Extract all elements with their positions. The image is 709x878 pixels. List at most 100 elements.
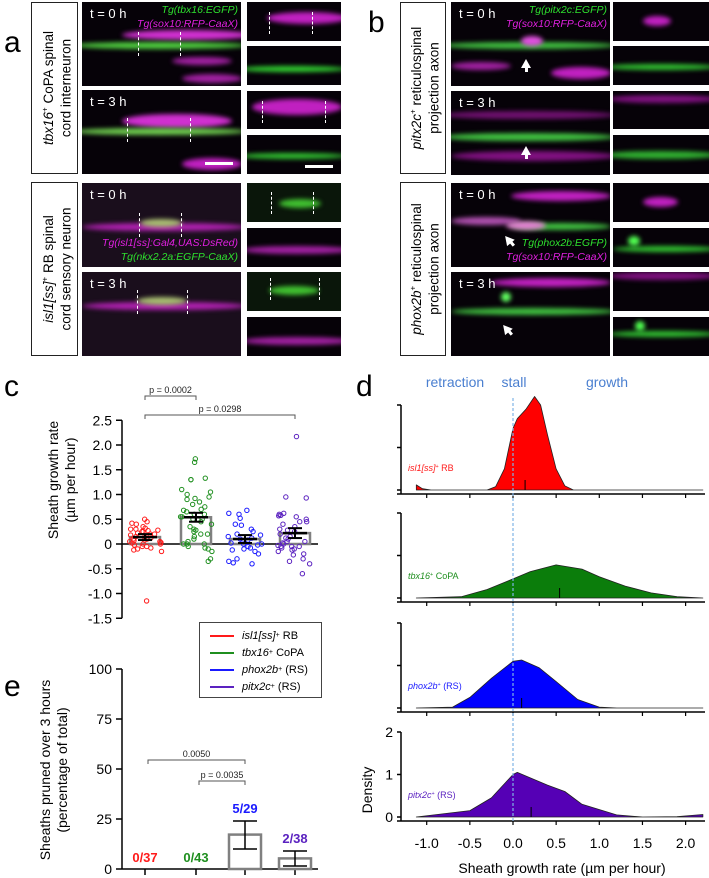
image-pitx2c-t0-merge: t = 0 h Tg(pitx2c:EGFP) Tg(sox10:RFP-Caa… — [451, 2, 610, 86]
data-point — [232, 521, 239, 527]
legend-item: pitx2c + (RS) — [200, 678, 321, 695]
y-axis-title-line: (µm per hour) — [62, 437, 78, 522]
legend-swatch — [210, 685, 234, 688]
x-tick-label: -0.5 — [458, 835, 482, 851]
image-phox2b-t3-magenta — [613, 272, 709, 311]
transgene-label-green: Tg(phox2b:EGFP) — [521, 237, 607, 249]
chart-e: 0 25 50 75 100 Sheaths pruned over 3 hours(pe… — [37, 661, 318, 877]
density-subplot: 0 1 2 pitx2c+ (RS) — [385, 724, 705, 825]
data-point — [250, 528, 256, 535]
data-point — [226, 510, 232, 517]
transgene-label-magenta: Tg(isl1[ss]:Gal4,UAS:DsRed) — [102, 237, 238, 249]
image-isl1-t0-magenta — [247, 228, 341, 267]
panel-label-e: e — [4, 670, 21, 703]
fraction-label: 0/37 — [132, 850, 157, 865]
data-point — [254, 542, 261, 548]
data-point — [277, 526, 283, 532]
gene-sup: + — [278, 666, 283, 673]
data-point — [127, 532, 134, 538]
gene-name: tbx16 — [242, 646, 269, 659]
data-point — [155, 527, 161, 533]
panel-label-d: d — [356, 370, 373, 403]
image-isl1-t3-green — [247, 272, 341, 311]
significance-bracket — [144, 414, 296, 419]
data-point — [247, 545, 254, 551]
data-point — [234, 556, 240, 562]
legend-text: (RS) — [274, 680, 301, 693]
image-pitx2c-t3-magenta — [613, 91, 709, 129]
data-point — [183, 509, 190, 515]
gene-sup: + — [438, 682, 441, 688]
data-point — [237, 515, 243, 521]
data-point — [144, 519, 150, 525]
arrow-icon — [521, 146, 531, 159]
data-point — [191, 533, 198, 540]
y-tick-label: 0 — [104, 861, 112, 877]
x-tick-label: 1.0 — [590, 835, 610, 851]
data-point — [208, 521, 215, 527]
region-header: stall — [502, 374, 527, 390]
data-point — [302, 538, 308, 545]
time-label: t = 0 h — [90, 187, 127, 202]
gene-name: pitx2c — [242, 680, 271, 693]
data-point — [133, 521, 139, 527]
time-label: t = 0 h — [459, 187, 496, 202]
data-point — [225, 533, 231, 540]
data-point — [275, 548, 281, 555]
data-point — [306, 561, 313, 567]
density-area — [415, 659, 704, 709]
label-rest: CoPA — [433, 571, 458, 581]
gene-name: phox2b — [407, 681, 438, 691]
fraction-label: 0/43 — [183, 850, 208, 865]
legend-swatch — [210, 651, 234, 654]
density-subplot: tbx16+ CoPA — [397, 512, 705, 606]
data-point — [284, 538, 290, 545]
data-point — [280, 521, 286, 527]
data-point — [202, 545, 208, 551]
data-point — [148, 545, 154, 551]
data-point — [226, 558, 232, 565]
data-point — [184, 496, 190, 503]
chart-c: 2.5 2.0 1.5 1.0 0.5 0 -0.5 -1.0 -1.5 Sheath growt… — [45, 385, 318, 626]
time-label: t = 0 h — [90, 6, 127, 21]
data-point — [192, 456, 199, 462]
fraction-label: 2/38 — [282, 831, 307, 846]
image-pitx2c-t0-green — [613, 46, 709, 85]
data-point — [129, 520, 135, 526]
data-point — [283, 494, 289, 500]
data-point — [255, 551, 262, 557]
data-point — [205, 558, 211, 565]
gene-name: phox2b — [242, 663, 279, 676]
data-point — [184, 491, 190, 498]
image-pitx2c-t3-green — [613, 135, 709, 174]
data-point — [180, 541, 187, 547]
image-isl1-t0-green — [247, 183, 341, 222]
data-point — [230, 560, 236, 566]
data-point — [303, 516, 309, 522]
time-label: t = 0 h — [459, 6, 496, 21]
data-point — [297, 519, 303, 525]
image-tbx16-t0-green — [247, 46, 341, 85]
data-point — [180, 507, 187, 514]
data-point — [277, 531, 283, 537]
region-header: retraction — [426, 374, 484, 390]
data-point — [229, 547, 235, 553]
data-point — [196, 499, 203, 505]
data-point — [241, 546, 247, 552]
region-header: growth — [586, 374, 628, 390]
data-point — [244, 507, 250, 514]
data-point — [202, 475, 208, 481]
y-tick-label: 2.5 — [93, 412, 113, 428]
row-label-tbx16: tbx16+ CoPA spinal cord interneuron — [31, 2, 78, 174]
y-tick-label: 25 — [96, 811, 112, 827]
time-label: t = 3 h — [90, 94, 127, 109]
arrow-icon — [521, 59, 531, 72]
x-tick-label: 0.0 — [503, 835, 523, 851]
image-phox2b-t0-merge: t = 0 h Tg(phox2b:EGFP) Tg(sox10:RFP-Caa… — [451, 183, 610, 267]
significance-bracket — [147, 759, 246, 764]
legend-swatch — [210, 668, 234, 671]
y-tick-label: 2 — [385, 724, 393, 740]
data-point — [290, 552, 297, 558]
data-point — [140, 541, 146, 547]
